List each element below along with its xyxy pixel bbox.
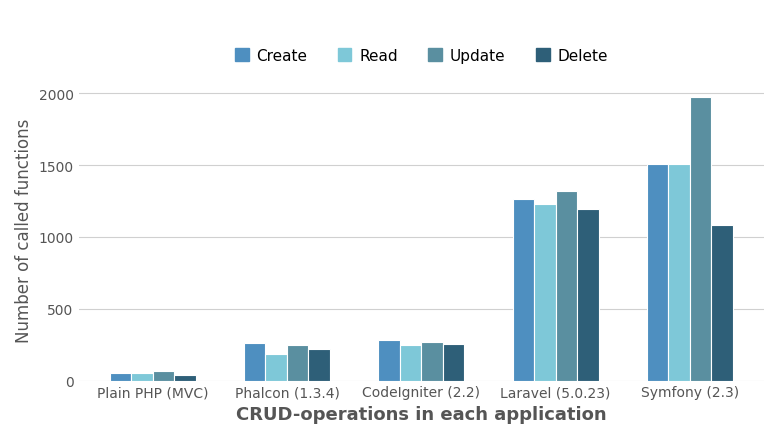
Bar (711, 225, 733, 381)
Bar (690, 98, 711, 381)
Bar (153, 371, 174, 381)
Bar (668, 164, 690, 381)
X-axis label: CRUD-operations in each application: CRUD-operations in each application (236, 405, 607, 423)
Bar (421, 342, 442, 381)
Bar (174, 375, 196, 381)
Bar (534, 205, 555, 381)
Bar (266, 354, 287, 381)
Legend: Create, Read, Update, Delete: Create, Read, Update, Delete (229, 42, 614, 70)
Bar (110, 373, 131, 381)
Y-axis label: Number of called functions: Number of called functions (15, 118, 33, 342)
Bar (379, 340, 400, 381)
Bar (577, 209, 598, 381)
Bar (555, 191, 577, 381)
Bar (513, 199, 534, 381)
Bar (244, 343, 266, 381)
Bar (442, 344, 464, 381)
Bar (131, 373, 153, 381)
Bar (287, 345, 308, 381)
Bar (400, 345, 421, 381)
Bar (647, 164, 668, 381)
Bar (308, 349, 330, 381)
